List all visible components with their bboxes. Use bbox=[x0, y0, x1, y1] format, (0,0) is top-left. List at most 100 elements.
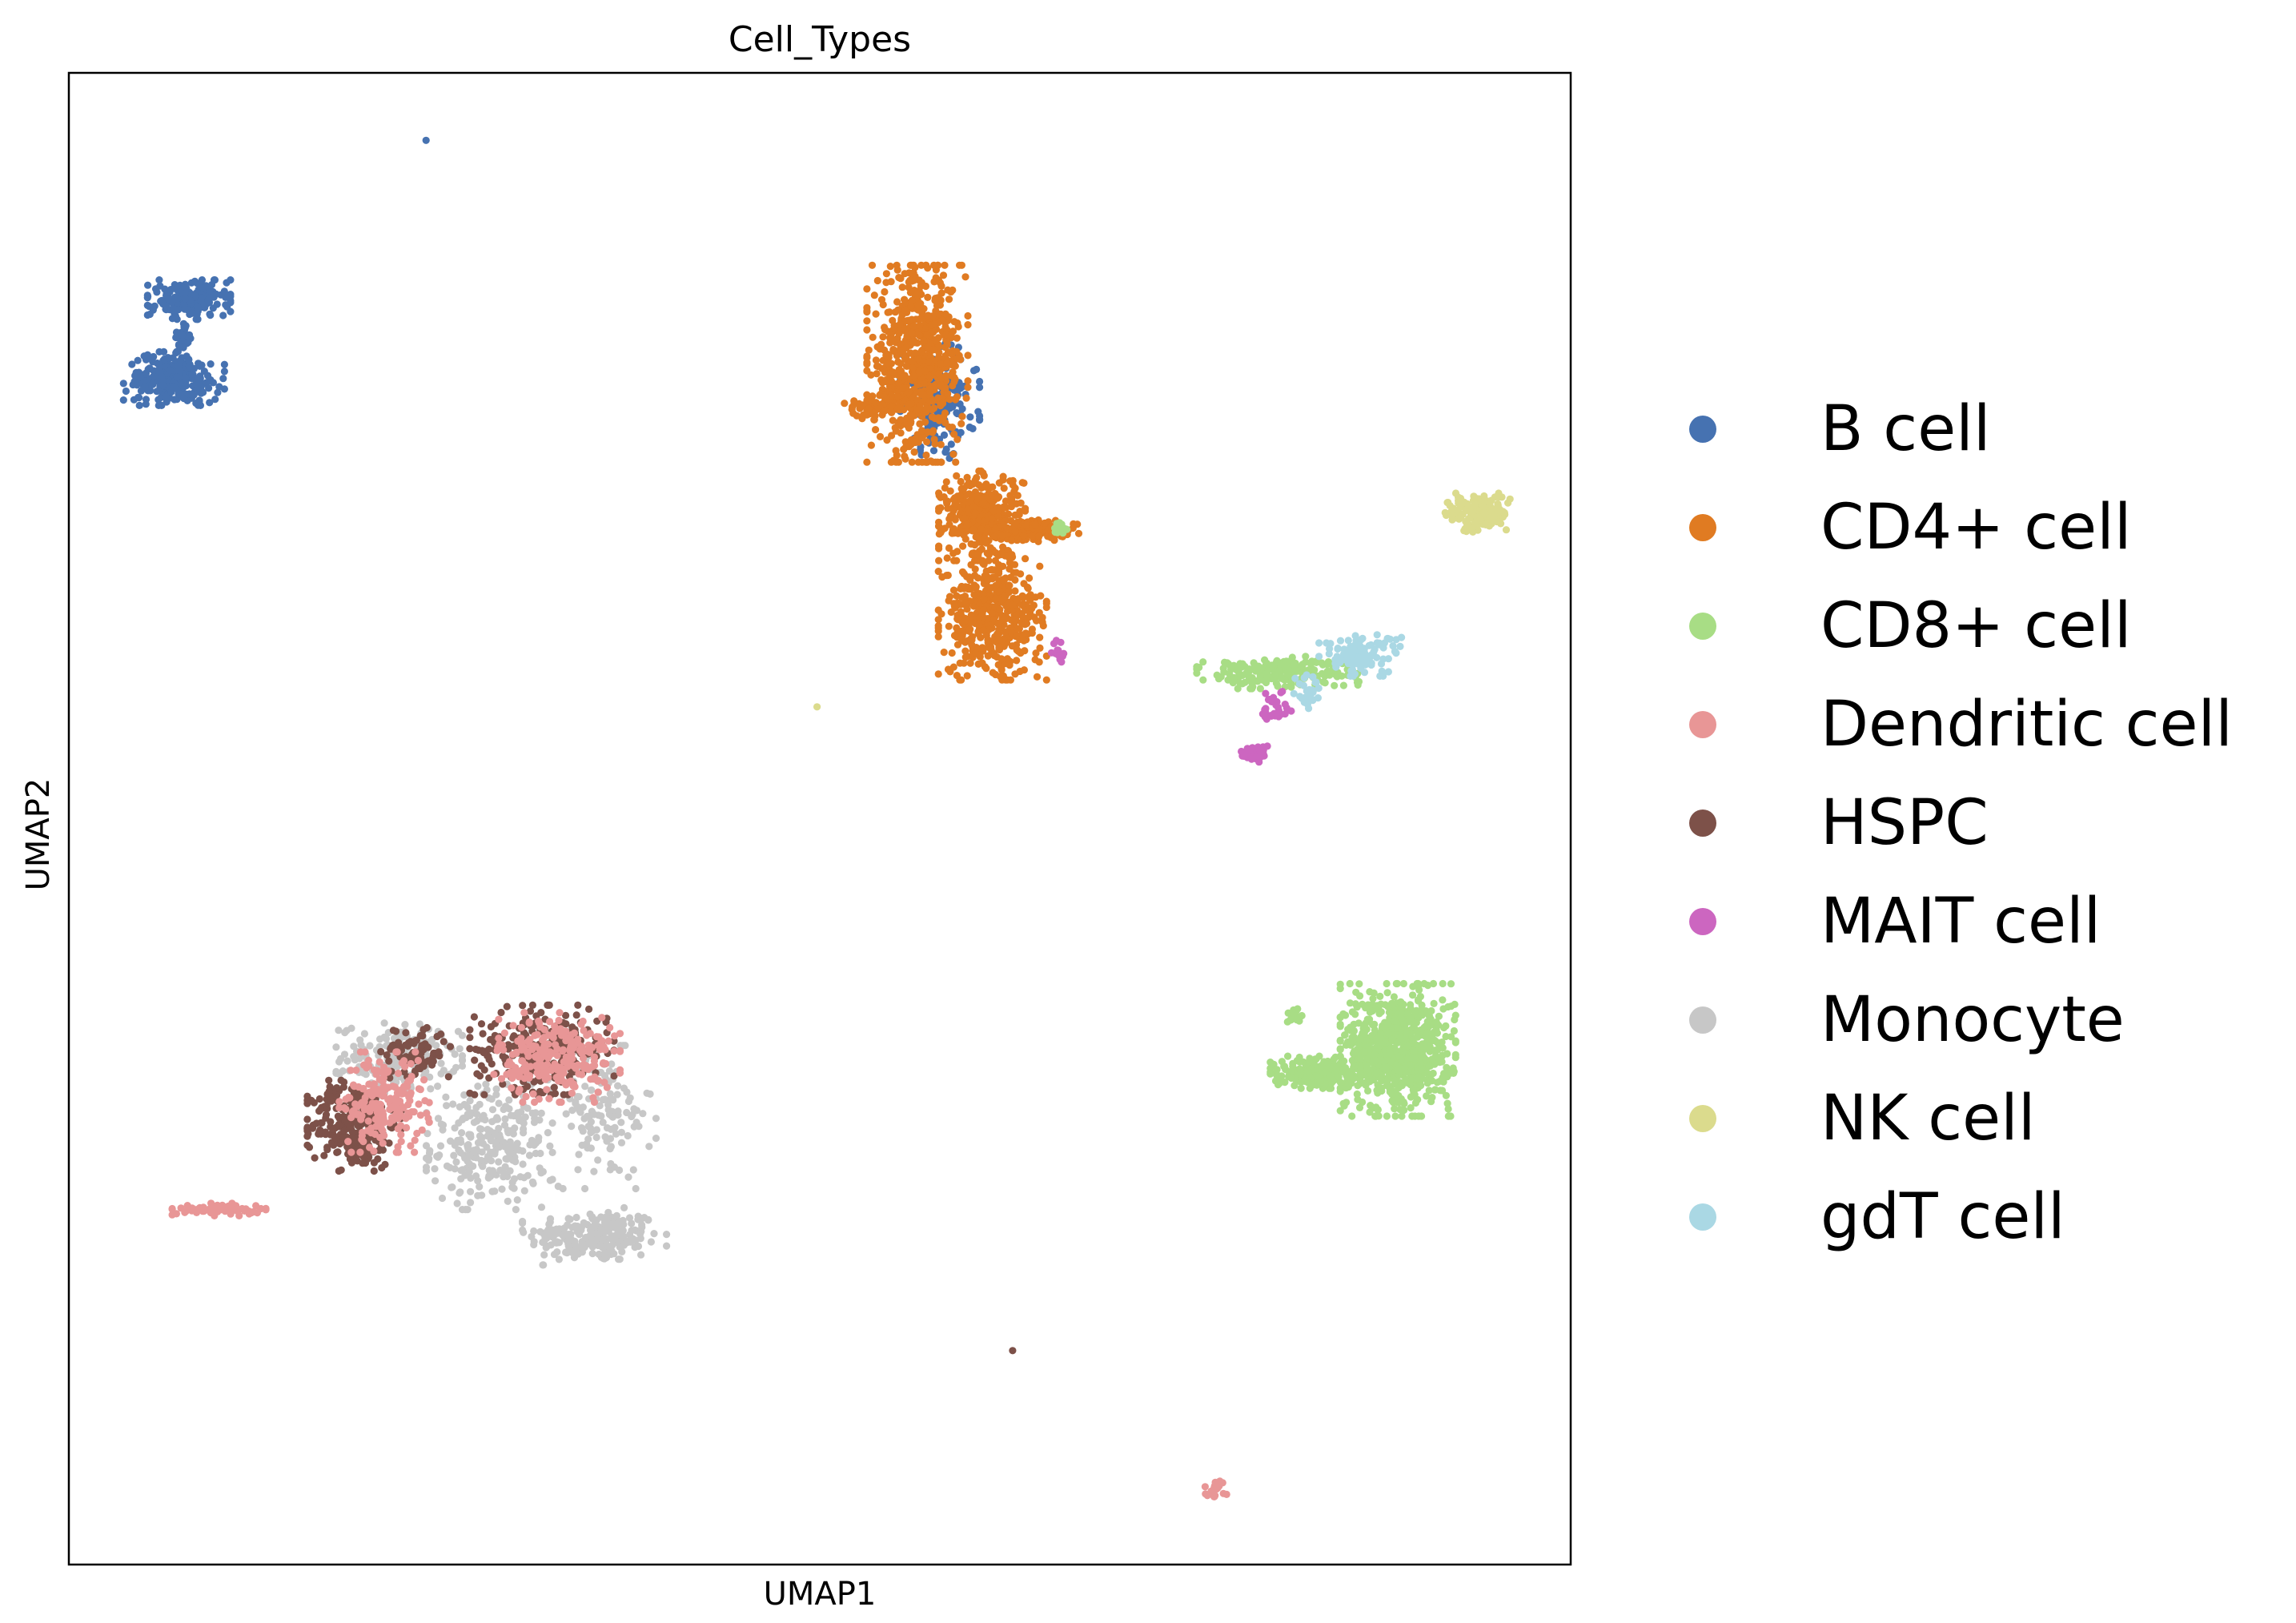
data-point bbox=[592, 1133, 600, 1142]
data-point bbox=[507, 1111, 516, 1119]
data-point bbox=[384, 1083, 392, 1091]
data-point bbox=[347, 1148, 355, 1156]
data-point bbox=[335, 1026, 343, 1034]
data-point bbox=[863, 458, 871, 466]
data-point bbox=[562, 1037, 570, 1045]
data-point bbox=[958, 412, 966, 420]
data-point bbox=[385, 1139, 393, 1147]
data-point bbox=[1368, 1000, 1376, 1008]
data-point bbox=[469, 1162, 477, 1171]
data-point bbox=[322, 1131, 330, 1139]
data-point bbox=[528, 1136, 536, 1144]
data-point bbox=[957, 477, 965, 486]
data-point bbox=[1010, 520, 1018, 528]
data-point bbox=[1443, 1099, 1451, 1107]
data-point bbox=[545, 1220, 553, 1228]
data-point bbox=[540, 1238, 548, 1246]
data-point bbox=[211, 396, 219, 404]
data-point bbox=[337, 1166, 345, 1174]
data-point bbox=[970, 591, 978, 599]
data-point bbox=[1001, 641, 1009, 649]
data-point bbox=[159, 381, 167, 389]
data-point bbox=[316, 1106, 324, 1114]
data-point bbox=[1390, 993, 1398, 1001]
data-point bbox=[556, 1009, 564, 1017]
data-point bbox=[335, 1098, 343, 1106]
data-point bbox=[639, 1110, 647, 1118]
data-point bbox=[476, 1132, 484, 1140]
data-point bbox=[873, 276, 881, 285]
data-point bbox=[444, 1073, 452, 1081]
data-point bbox=[1408, 1112, 1416, 1120]
data-point bbox=[1201, 1483, 1209, 1491]
data-point bbox=[411, 1048, 419, 1056]
data-point bbox=[605, 1067, 614, 1075]
data-point bbox=[957, 428, 965, 436]
data-point bbox=[1438, 1058, 1446, 1066]
data-point bbox=[512, 1206, 520, 1214]
data-point bbox=[905, 400, 913, 408]
data-point bbox=[1013, 596, 1021, 604]
data-point bbox=[922, 451, 930, 460]
data-point bbox=[359, 1159, 367, 1167]
data-point bbox=[934, 261, 942, 269]
data-point bbox=[983, 528, 991, 536]
data-point bbox=[625, 1236, 633, 1244]
data-point bbox=[934, 633, 942, 641]
data-point bbox=[523, 1048, 531, 1056]
data-point bbox=[863, 352, 871, 360]
data-point bbox=[544, 1001, 552, 1009]
data-point bbox=[437, 1030, 445, 1038]
data-point bbox=[1000, 576, 1008, 585]
data-point bbox=[1011, 616, 1019, 624]
data-point bbox=[485, 1045, 493, 1053]
data-point bbox=[182, 374, 190, 382]
data-point bbox=[929, 346, 937, 354]
data-point bbox=[525, 1151, 534, 1159]
data-point bbox=[507, 1061, 515, 1069]
data-point bbox=[995, 479, 1003, 487]
data-point bbox=[631, 1243, 639, 1251]
data-point bbox=[510, 1175, 519, 1183]
data-point bbox=[381, 1160, 389, 1168]
data-point bbox=[924, 311, 932, 319]
data-point bbox=[614, 1227, 622, 1235]
data-point bbox=[303, 1115, 311, 1123]
data-point bbox=[1346, 979, 1354, 988]
data-point bbox=[448, 1183, 456, 1191]
data-point bbox=[1024, 585, 1032, 593]
data-point bbox=[638, 1221, 646, 1229]
data-point bbox=[934, 394, 942, 402]
data-point bbox=[535, 1017, 543, 1025]
data-point bbox=[572, 1011, 580, 1019]
data-point bbox=[966, 625, 974, 633]
data-point bbox=[617, 1119, 625, 1127]
data-point bbox=[220, 287, 228, 295]
data-point bbox=[587, 1144, 596, 1152]
data-point bbox=[360, 1030, 368, 1038]
data-point bbox=[493, 1114, 501, 1122]
data-point bbox=[1008, 494, 1016, 502]
data-point bbox=[1022, 521, 1030, 529]
data-point bbox=[401, 1041, 410, 1049]
data-point bbox=[574, 1001, 582, 1009]
data-point bbox=[965, 423, 973, 432]
data-point bbox=[452, 1158, 460, 1166]
data-point bbox=[450, 1151, 458, 1159]
data-point bbox=[614, 1082, 622, 1090]
data-point bbox=[1354, 1082, 1362, 1090]
data-point bbox=[1417, 1082, 1425, 1090]
data-point bbox=[1013, 645, 1021, 654]
data-point bbox=[508, 1084, 516, 1092]
data-point bbox=[552, 1225, 560, 1233]
data-point bbox=[573, 1227, 581, 1235]
data-point bbox=[979, 560, 987, 568]
data-point bbox=[881, 407, 889, 415]
data-point bbox=[975, 621, 983, 629]
data-point bbox=[500, 1121, 509, 1129]
data-point bbox=[497, 1008, 505, 1017]
data-point bbox=[1011, 528, 1019, 536]
data-point bbox=[367, 1103, 375, 1111]
data-point bbox=[901, 295, 909, 303]
data-point bbox=[540, 1034, 548, 1042]
